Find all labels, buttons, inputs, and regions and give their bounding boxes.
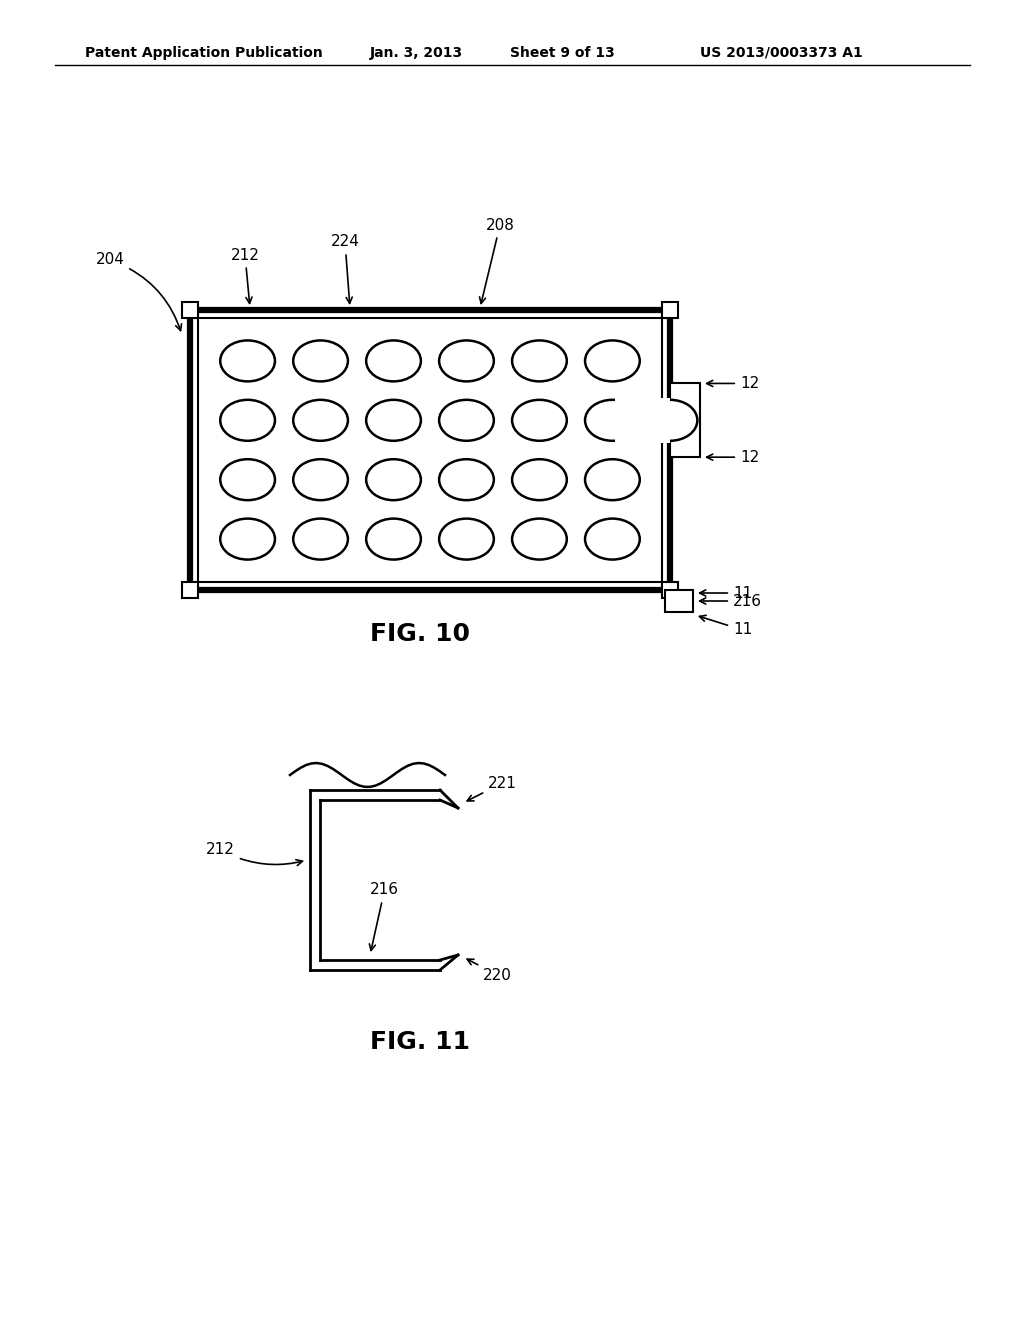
Text: 216: 216 <box>370 883 399 950</box>
Ellipse shape <box>512 341 567 381</box>
Ellipse shape <box>293 341 348 381</box>
Ellipse shape <box>367 341 421 381</box>
Text: FIG. 10: FIG. 10 <box>370 622 470 645</box>
Text: 11: 11 <box>699 615 753 638</box>
Ellipse shape <box>293 459 348 500</box>
Bar <box>182 302 198 318</box>
Text: 212: 212 <box>206 842 302 866</box>
Text: US 2013/0003373 A1: US 2013/0003373 A1 <box>700 46 863 59</box>
Text: Jan. 3, 2013: Jan. 3, 2013 <box>370 46 463 59</box>
Ellipse shape <box>220 459 275 500</box>
Ellipse shape <box>293 519 348 560</box>
Text: 12: 12 <box>707 376 759 391</box>
Ellipse shape <box>439 459 494 500</box>
Ellipse shape <box>512 400 567 441</box>
Ellipse shape <box>643 400 697 441</box>
Text: Sheet 9 of 13: Sheet 9 of 13 <box>510 46 614 59</box>
Ellipse shape <box>367 459 421 500</box>
Text: 11: 11 <box>699 586 753 601</box>
Text: 204: 204 <box>95 252 181 330</box>
Bar <box>670 383 700 457</box>
Text: Patent Application Publication: Patent Application Publication <box>85 46 323 59</box>
Text: 212: 212 <box>230 248 259 304</box>
Ellipse shape <box>512 459 567 500</box>
Text: 220: 220 <box>467 960 512 982</box>
Ellipse shape <box>585 459 640 500</box>
Ellipse shape <box>220 519 275 560</box>
Ellipse shape <box>585 341 640 381</box>
Ellipse shape <box>220 400 275 441</box>
Bar <box>665 590 693 612</box>
Ellipse shape <box>367 519 421 560</box>
Ellipse shape <box>439 400 494 441</box>
Ellipse shape <box>512 519 567 560</box>
Ellipse shape <box>439 519 494 560</box>
Ellipse shape <box>585 400 640 441</box>
Ellipse shape <box>293 400 348 441</box>
Bar <box>662 582 678 598</box>
Ellipse shape <box>585 519 640 560</box>
Bar <box>190 310 670 590</box>
Bar <box>182 582 198 598</box>
Text: 216: 216 <box>699 594 762 609</box>
Text: 208: 208 <box>479 218 514 304</box>
Text: 12: 12 <box>707 450 759 465</box>
Bar <box>615 397 670 442</box>
Ellipse shape <box>220 341 275 381</box>
Text: FIG. 11: FIG. 11 <box>370 1030 470 1053</box>
Bar <box>662 302 678 318</box>
Text: 224: 224 <box>331 235 359 304</box>
Text: 221: 221 <box>467 776 517 801</box>
Ellipse shape <box>439 341 494 381</box>
Ellipse shape <box>367 400 421 441</box>
